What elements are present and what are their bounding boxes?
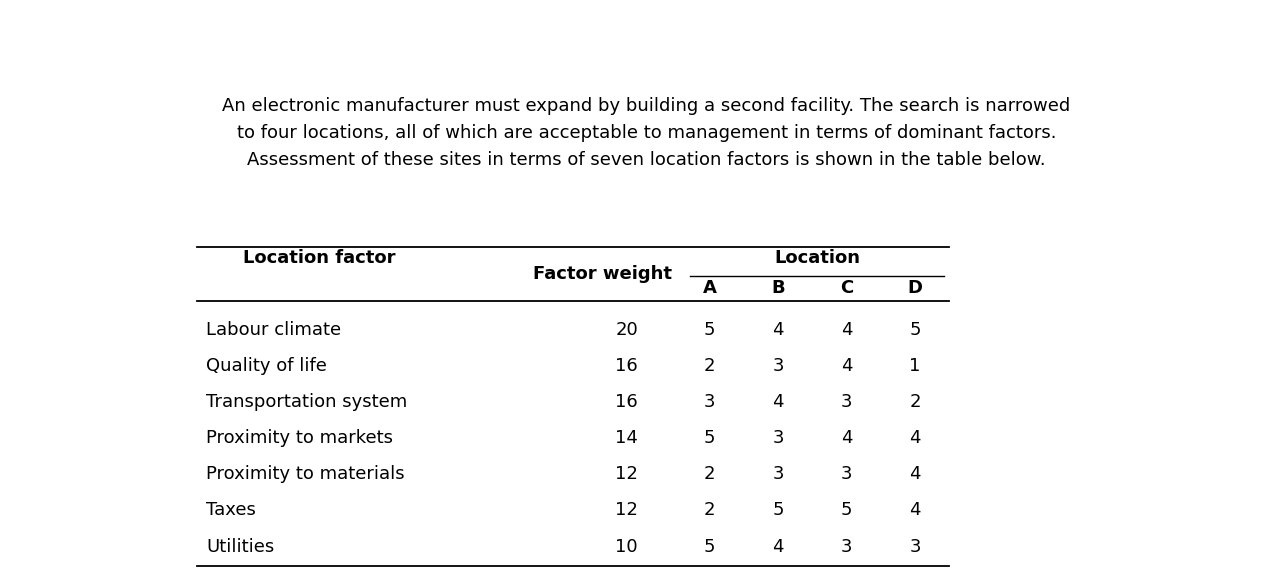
Text: 2: 2 [704, 465, 715, 483]
Text: B: B [772, 279, 786, 297]
Text: Proximity to materials: Proximity to materials [207, 465, 405, 483]
Text: An electronic manufacturer must expand by building a second facility. The search: An electronic manufacturer must expand b… [222, 97, 1071, 169]
Text: 4: 4 [773, 538, 784, 555]
Text: 3: 3 [773, 465, 784, 483]
Text: 4: 4 [909, 502, 921, 519]
Text: 5: 5 [704, 429, 715, 447]
Text: 3: 3 [841, 465, 852, 483]
Text: Utilities: Utilities [207, 538, 275, 555]
Text: Location: Location [774, 249, 860, 267]
Text: Proximity to markets: Proximity to markets [207, 429, 393, 447]
Text: D: D [908, 279, 923, 297]
Text: 14: 14 [615, 429, 638, 447]
Text: 3: 3 [704, 393, 715, 411]
Text: Labour climate: Labour climate [207, 321, 342, 339]
Text: Transportation system: Transportation system [207, 393, 407, 411]
Text: 12: 12 [615, 502, 638, 519]
Text: 4: 4 [841, 429, 852, 447]
Text: 3: 3 [841, 538, 852, 555]
Text: 4: 4 [841, 321, 852, 339]
Text: Quality of life: Quality of life [207, 357, 328, 375]
Text: 4: 4 [909, 429, 921, 447]
Text: 4: 4 [841, 357, 852, 375]
Text: 2: 2 [909, 393, 921, 411]
Text: 4: 4 [773, 321, 784, 339]
Text: 5: 5 [704, 538, 715, 555]
Text: 3: 3 [773, 429, 784, 447]
Text: 10: 10 [615, 538, 638, 555]
Text: 5: 5 [909, 321, 921, 339]
Text: 16: 16 [615, 357, 638, 375]
Text: 2: 2 [704, 357, 715, 375]
Text: Taxes: Taxes [207, 502, 256, 519]
Text: 4: 4 [909, 465, 921, 483]
Text: Location factor: Location factor [242, 249, 395, 267]
Text: 16: 16 [615, 393, 638, 411]
Text: 1: 1 [909, 357, 921, 375]
Text: 12: 12 [615, 465, 638, 483]
Text: 3: 3 [841, 393, 852, 411]
Text: Factor weight: Factor weight [533, 265, 672, 283]
Text: C: C [840, 279, 854, 297]
Text: 4: 4 [773, 393, 784, 411]
Text: 5: 5 [704, 321, 715, 339]
Text: 2: 2 [704, 502, 715, 519]
Text: 5: 5 [841, 502, 852, 519]
Text: A: A [702, 279, 716, 297]
Text: 3: 3 [773, 357, 784, 375]
Text: 20: 20 [615, 321, 638, 339]
Text: 3: 3 [909, 538, 921, 555]
Text: 5: 5 [773, 502, 784, 519]
